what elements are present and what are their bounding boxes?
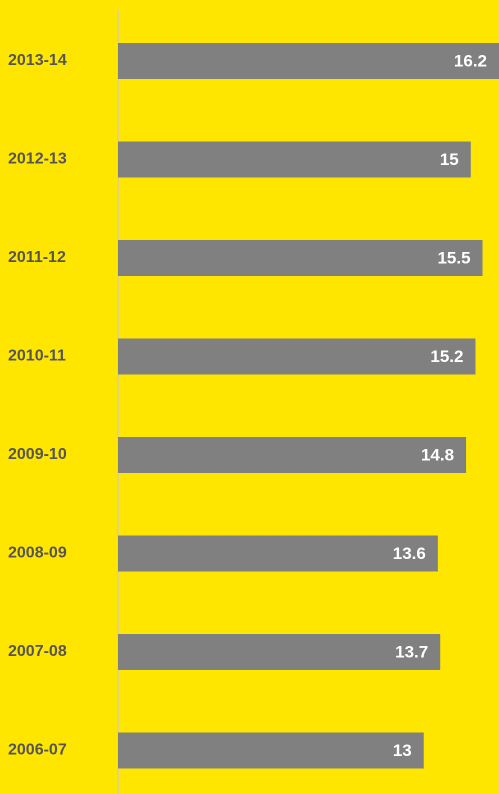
category-label: 2008-09 <box>8 545 67 562</box>
bar <box>118 43 499 79</box>
bar <box>118 240 483 276</box>
bar <box>118 634 441 670</box>
category-label: 2007-08 <box>8 643 67 660</box>
bar <box>118 437 467 473</box>
category-label: 2010-11 <box>8 348 66 365</box>
value-label: 15.5 <box>437 248 470 267</box>
value-label: 15 <box>440 150 459 169</box>
category-label: 2012-13 <box>8 151 67 168</box>
category-label: 2011-12 <box>8 249 66 266</box>
value-label: 14.8 <box>421 445 454 464</box>
value-label: 13.6 <box>393 544 426 563</box>
value-label: 13 <box>393 741 412 760</box>
value-label: 15.2 <box>430 347 463 366</box>
bar <box>118 535 438 572</box>
category-label: 2013-14 <box>8 52 67 69</box>
value-label: 16.2 <box>454 51 487 70</box>
value-label: 13.7 <box>395 642 428 661</box>
category-label: 2006-07 <box>8 742 67 759</box>
bar <box>118 732 424 769</box>
bar <box>118 141 471 178</box>
bar <box>118 338 476 375</box>
category-label: 2009-10 <box>8 446 67 463</box>
